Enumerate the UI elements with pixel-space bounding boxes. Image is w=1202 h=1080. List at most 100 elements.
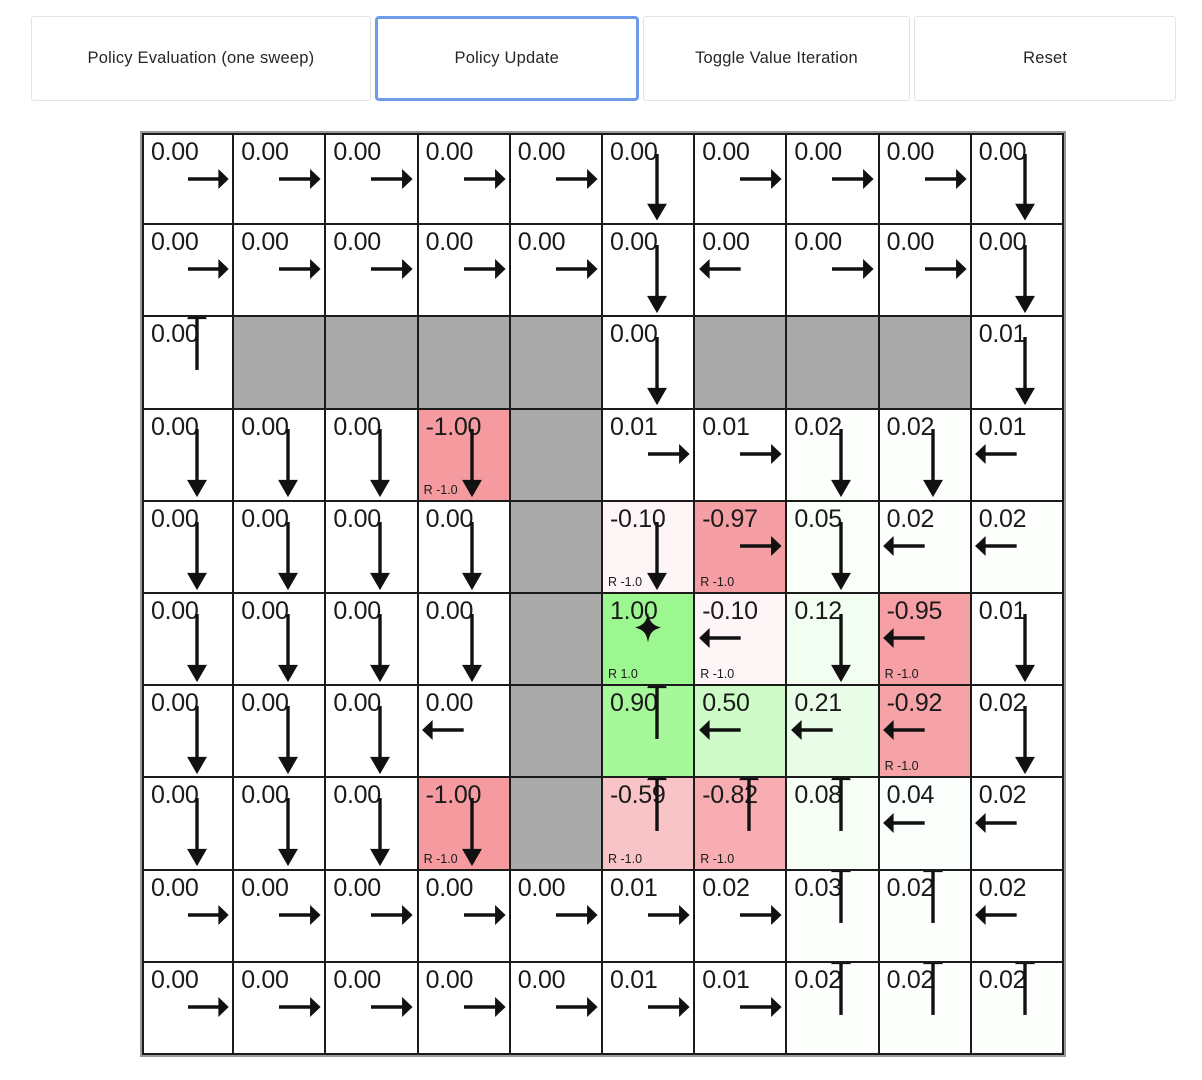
grid-cell[interactable]: 0.01 — [971, 409, 1064, 502]
grid-cell[interactable]: 0.02 — [971, 686, 1064, 779]
grid-cell[interactable]: 0.02 — [695, 870, 788, 963]
grid-cell[interactable]: 0.00 — [234, 686, 327, 779]
cell-value: 0.00 — [517, 138, 566, 166]
grid-cell[interactable]: 0.02 — [971, 778, 1064, 871]
grid-cell[interactable]: -0.59 R -1.0 — [602, 778, 696, 871]
cell-value: 0.00 — [517, 965, 566, 994]
grid-cell[interactable]: 0.00 — [326, 501, 419, 594]
grid-cell[interactable]: -0.92 R -1.0 — [879, 686, 972, 779]
grid-cell[interactable]: 0.01 — [695, 409, 788, 502]
grid-cell[interactable]: 0.00 — [418, 962, 511, 1055]
grid-cell[interactable]: 0.00 — [510, 962, 603, 1055]
grid-cell[interactable]: 0.01 — [602, 409, 696, 502]
grid-cell[interactable]: 0.00 — [602, 317, 696, 410]
grid-cell[interactable]: 0.00 — [326, 409, 419, 502]
grid-cell[interactable]: 0.00 — [418, 686, 511, 779]
cell-value: 0.02 — [978, 504, 1027, 533]
grid-cell[interactable]: 0.02 — [971, 962, 1064, 1055]
cell-value: 0.02 — [794, 965, 842, 994]
grid-cell[interactable]: 0.00 — [418, 870, 511, 963]
policy-arrow-right-icon — [648, 997, 690, 1018]
grid-cell[interactable]: 0.00 — [142, 778, 235, 871]
grid-cell[interactable]: 0.04 — [879, 778, 972, 871]
grid-cell[interactable]: 0.00 — [787, 133, 880, 226]
grid-cell[interactable]: 0.00 — [234, 870, 327, 963]
grid-cell[interactable]: 0.00 — [142, 870, 235, 963]
grid-cell[interactable]: 0.02 — [971, 870, 1064, 963]
grid-cell[interactable]: 0.00 — [326, 686, 419, 779]
grid-cell[interactable]: 0.02 — [879, 501, 972, 594]
grid-cell[interactable]: 0.00 — [695, 225, 788, 318]
grid-cell-wall — [510, 501, 603, 594]
grid-cell[interactable]: 0.00 — [142, 225, 235, 318]
grid-cell[interactable]: 0.00 — [234, 501, 327, 594]
grid-cell[interactable]: 0.00 — [326, 778, 419, 871]
grid-cell[interactable]: 0.00 — [418, 593, 511, 687]
grid-cell[interactable]: 0.01 — [971, 593, 1064, 687]
grid-cell[interactable]: 0.00 — [971, 225, 1064, 318]
grid-cell[interactable]: 0.00 — [234, 225, 327, 318]
grid-cell[interactable]: 0.21 — [787, 686, 880, 779]
grid-cell[interactable]: 0.01 — [602, 962, 696, 1055]
grid-cell[interactable]: 0.02 — [787, 409, 880, 502]
grid-cell[interactable]: 0.00 — [418, 225, 511, 318]
grid-cell[interactable]: -0.82 R -1.0 — [695, 778, 788, 871]
grid-cell[interactable]: 0.00 — [879, 133, 972, 226]
grid-cell[interactable]: 0.00 — [326, 593, 419, 687]
grid-cell[interactable]: -1.00 R -1.0 — [418, 409, 511, 502]
grid-cell[interactable]: 0.00 — [142, 501, 235, 594]
grid-cell[interactable]: 0.00 — [602, 133, 696, 226]
grid-cell[interactable]: 0.00 — [418, 501, 511, 594]
grid-cell[interactable]: 0.00 — [142, 317, 235, 410]
toolbar-button-policy-evaluation-one-sweep[interactable]: Policy Evaluation (one sweep) — [31, 16, 371, 101]
grid-cell[interactable]: 0.00 — [326, 962, 419, 1055]
grid-cell[interactable]: 0.00 — [326, 133, 419, 226]
toolbar-button-toggle-value-iteration[interactable]: Toggle Value Iteration — [642, 16, 911, 101]
grid-cell[interactable]: 0.50 — [695, 686, 788, 779]
cell-value: 0.00 — [425, 873, 474, 902]
grid-cell[interactable]: 0.00 — [326, 870, 419, 963]
grid-cell[interactable]: 0.02 — [879, 409, 972, 502]
grid-cell[interactable]: -1.00 R -1.0 — [418, 778, 511, 871]
grid-cell[interactable]: 0.02 — [787, 962, 880, 1055]
grid-cell[interactable]: 0.00 — [602, 225, 696, 318]
grid-cell[interactable]: -0.97 R -1.0 — [695, 501, 788, 594]
grid-cell[interactable]: 0.01 — [602, 870, 696, 963]
grid-cell[interactable]: 0.01 — [971, 317, 1064, 410]
grid-cell[interactable]: 0.02 — [879, 870, 972, 963]
grid-cell[interactable]: 0.12 — [787, 593, 880, 687]
grid-cell[interactable]: 0.00 — [971, 133, 1064, 226]
grid-cell[interactable]: 0.08 — [787, 778, 880, 871]
grid-cell[interactable]: 0.03 — [787, 870, 880, 963]
grid-cell[interactable]: 0.00 — [234, 409, 327, 502]
grid-cell[interactable]: 0.00 — [234, 778, 327, 871]
grid-cell[interactable]: 0.00 — [326, 225, 419, 318]
grid-cell[interactable]: -0.95 R -1.0 — [879, 593, 972, 687]
grid-cell[interactable]: -0.10 R -1.0 — [695, 593, 788, 687]
grid-cell[interactable]: 0.00 — [510, 870, 603, 963]
cell-value: 0.01 — [702, 412, 750, 441]
grid-cell[interactable]: 0.00 — [510, 225, 603, 318]
toolbar-button-policy-update[interactable]: Policy Update — [374, 16, 639, 101]
grid-cell[interactable]: 0.05 — [787, 501, 880, 594]
grid-cell[interactable]: 0.00 — [142, 133, 235, 226]
grid-cell[interactable]: 0.00 — [234, 133, 327, 226]
grid-cell[interactable]: 0.00 — [234, 962, 327, 1055]
grid-cell[interactable]: 0.00 — [142, 962, 235, 1055]
grid-cell[interactable]: 0.00 — [879, 225, 972, 318]
grid-cell[interactable]: 0.02 — [971, 501, 1064, 594]
grid-cell[interactable]: 0.00 — [142, 593, 235, 687]
grid-cell[interactable]: 0.00 — [418, 133, 511, 226]
grid-cell[interactable]: 0.02 — [879, 962, 972, 1055]
grid-cell[interactable]: 0.90 — [602, 686, 696, 779]
grid-cell[interactable]: -0.10 R -1.0 — [602, 501, 696, 594]
grid-cell[interactable]: 0.00 — [787, 225, 880, 318]
grid-cell[interactable]: 0.00 — [234, 593, 327, 687]
grid-cell[interactable]: 0.00 — [510, 133, 603, 226]
grid-cell[interactable]: 1.00 R 1.0 — [602, 593, 696, 687]
toolbar-button-reset[interactable]: Reset — [914, 16, 1177, 101]
grid-cell[interactable]: 0.00 — [142, 409, 235, 502]
grid-cell[interactable]: 0.00 — [142, 686, 235, 779]
grid-cell[interactable]: 0.01 — [695, 962, 788, 1055]
grid-cell[interactable]: 0.00 — [695, 133, 788, 226]
